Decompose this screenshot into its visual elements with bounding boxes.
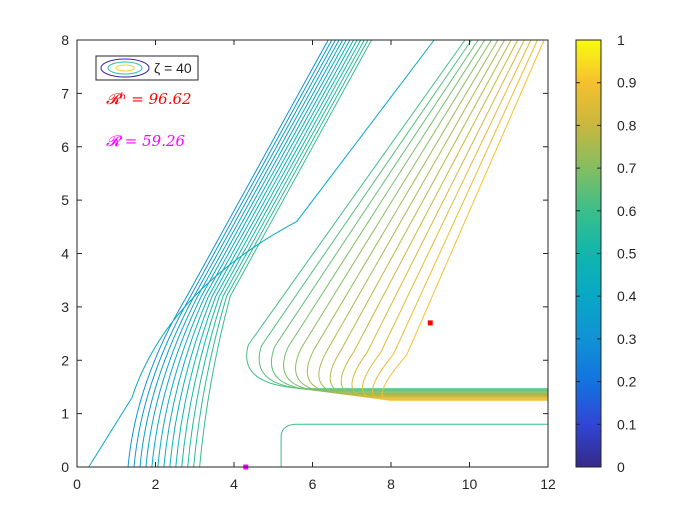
- y-tick-label: 7: [61, 85, 69, 101]
- colorbar-tick-label: 0.6: [617, 203, 637, 219]
- colorbar-tick-label: 0: [617, 459, 625, 475]
- contour-line: [175, 39, 358, 468]
- x-tick-label: 12: [540, 476, 556, 492]
- red-point: [427, 320, 433, 326]
- y-tick-label: 2: [61, 352, 69, 368]
- y-tick-label: 1: [61, 406, 69, 422]
- x-tick-label: 4: [230, 476, 238, 492]
- contour-line: [151, 39, 344, 468]
- y-axis: 0 1 2 3 4 5 6 7 8: [61, 32, 548, 475]
- annotation-rh: 𝓡ʰ = 96.62: [106, 90, 192, 108]
- contour-line: [163, 39, 351, 468]
- colorbar-tick-label: 0.5: [617, 246, 637, 262]
- contour-line: [280, 423, 548, 467]
- annotation-r: 𝓡 = 59.26: [106, 132, 186, 150]
- contour-line: [139, 39, 336, 468]
- contour-lines: [88, 39, 548, 468]
- x-axis: 0 2 4 6 8 10 12: [73, 40, 556, 492]
- colorbar-tick-label: 0.3: [617, 331, 637, 347]
- contour-line: [372, 39, 548, 400]
- colorbar-tick-label: 0.4: [617, 288, 637, 304]
- y-tick-label: 3: [61, 299, 69, 315]
- contour-line: [295, 39, 548, 394]
- contour-line: [181, 39, 362, 468]
- contour-line: [127, 39, 329, 468]
- colorbar-tick-label: 1: [617, 32, 625, 48]
- colorbar-tick-label: 0.1: [617, 416, 637, 432]
- contour-line: [169, 39, 354, 468]
- contour-line: [199, 39, 372, 468]
- x-tick-label: 10: [462, 476, 478, 492]
- y-tick-label: 8: [61, 32, 69, 48]
- colorbar-tick-label: 0.7: [617, 160, 637, 176]
- legend-contour-icon: [100, 58, 150, 78]
- colorbar-ticks: 0 0.1 0.2 0.3 0.4 0.5 0.6 0.7 0.8 0.9 1: [576, 32, 637, 475]
- y-tick-label: 5: [61, 192, 69, 208]
- y-tick-label: 4: [61, 246, 69, 262]
- colorbar-tick-label: 0.2: [617, 374, 637, 390]
- contour-line: [381, 39, 548, 401]
- contour-line: [193, 39, 369, 468]
- x-tick-label: 8: [387, 476, 395, 492]
- colorbar-tick-label: 0.9: [617, 75, 637, 91]
- contour-line: [88, 39, 435, 468]
- x-tick-label: 0: [73, 476, 81, 492]
- contour-line: [246, 39, 548, 390]
- contour-line: [157, 39, 347, 468]
- y-tick-label: 6: [61, 139, 69, 155]
- x-tick-label: 2: [152, 476, 160, 492]
- contour-line: [145, 39, 340, 468]
- legend-label: ζ = 40: [154, 60, 192, 76]
- y-tick-label: 0: [61, 459, 69, 475]
- colorbar-tick-label: 0.8: [617, 117, 637, 133]
- x-tick-label: 6: [309, 476, 317, 492]
- legend: ζ = 40: [95, 55, 199, 81]
- contour-line: [187, 39, 365, 468]
